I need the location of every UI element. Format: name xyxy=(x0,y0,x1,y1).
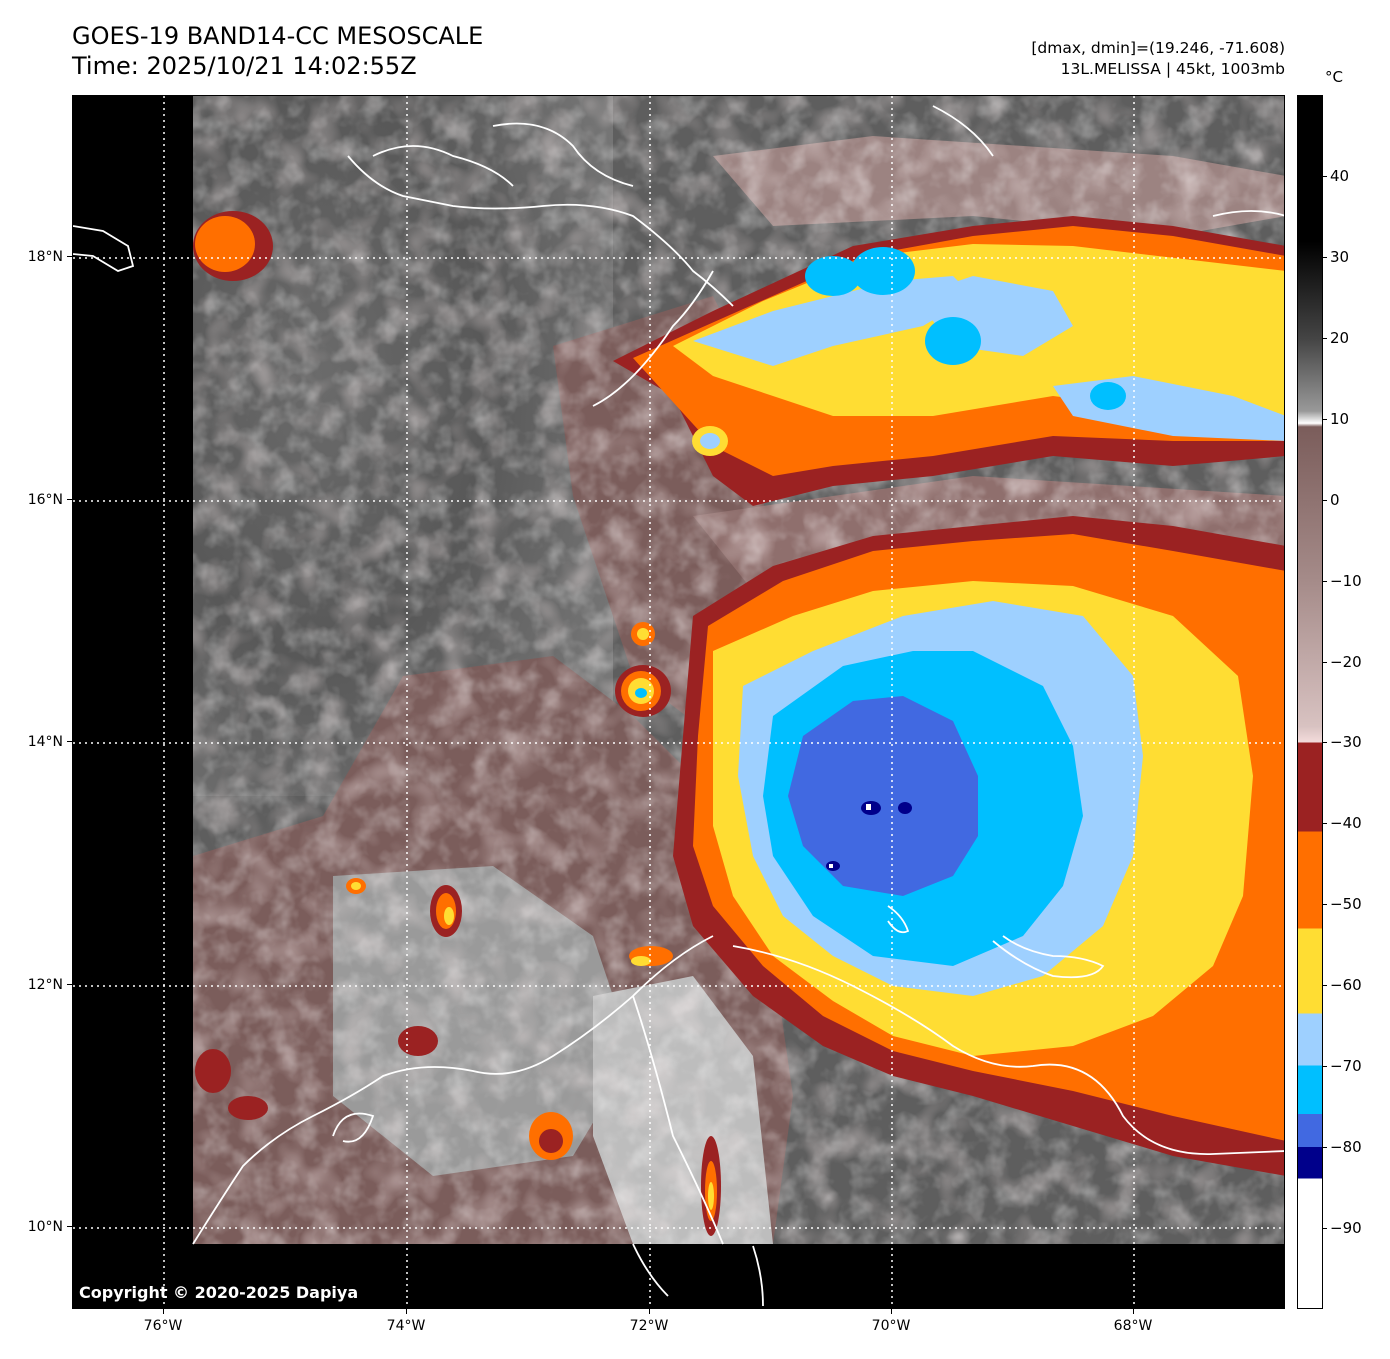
lon-label-72w: 72°W xyxy=(629,1318,669,1334)
colorbar-tick xyxy=(1323,1147,1327,1149)
colorbar-label: −80 xyxy=(1330,1138,1362,1157)
colorbar-tick xyxy=(1323,418,1327,420)
colorbar-tick xyxy=(1323,499,1327,501)
no-data-bottom xyxy=(73,1244,1284,1308)
lat-label-16n: 16°N xyxy=(27,492,63,508)
lat-label-18n: 18°N xyxy=(27,249,63,265)
hurricane-cloud-shield xyxy=(673,516,1284,1176)
colorbar-tick xyxy=(1323,1228,1327,1230)
colorbar-label: 10 xyxy=(1330,409,1350,428)
map-title: GOES-19 BAND14-CC MESOSCALE xyxy=(72,22,484,50)
northern-convective-band xyxy=(193,211,1284,506)
colorbar-label: −60 xyxy=(1330,976,1362,995)
lon-label-74w: 74°W xyxy=(386,1318,426,1334)
colorbar-label: −20 xyxy=(1330,652,1362,671)
lat-label-14n: 14°N xyxy=(27,734,63,750)
colorbar-tick xyxy=(1323,175,1327,177)
colorbar-label: −40 xyxy=(1330,814,1362,833)
satellite-map: Copyright © 2020-2025 Dapiya xyxy=(72,95,1285,1309)
satellite-imagery xyxy=(73,96,1284,1308)
colorbar-label: −50 xyxy=(1330,895,1362,914)
coastlines xyxy=(73,105,1284,1307)
copyright-notice: Copyright © 2020-2025 Dapiya xyxy=(79,1283,359,1302)
map-time: Time: 2025/10/21 14:02:55Z xyxy=(72,52,417,80)
colorbar-label: −10 xyxy=(1330,571,1362,590)
colorbar-tick xyxy=(1323,823,1327,825)
colorbar-tick xyxy=(1323,742,1327,744)
colorbar xyxy=(1297,95,1323,1309)
colorbar-tick xyxy=(1323,1066,1327,1068)
gridlines xyxy=(73,96,1284,1308)
lat-label-12n: 12°N xyxy=(27,977,63,993)
colorbar-label: 20 xyxy=(1330,328,1350,347)
colorbar-label: 30 xyxy=(1330,247,1350,266)
storm-info: 13L.MELISSA | 45kt, 1003mb xyxy=(1060,60,1285,78)
colorbar-tick xyxy=(1323,337,1327,339)
colorbar-unit: °C xyxy=(1325,68,1343,86)
lon-label-76w: 76°W xyxy=(143,1318,183,1334)
colorbar-gradient xyxy=(1298,96,1322,1308)
convective-cells xyxy=(195,622,721,1236)
colorbar-tick xyxy=(1323,661,1327,663)
colorbar-tick xyxy=(1323,256,1327,258)
data-range-info: [dmax, dmin]=(19.246, -71.608) xyxy=(1031,39,1285,57)
colorbar-label: −30 xyxy=(1330,733,1362,752)
colorbar-label: −70 xyxy=(1330,1057,1362,1076)
lon-label-70w: 70°W xyxy=(871,1318,911,1334)
colorbar-tick xyxy=(1323,904,1327,906)
colorbar-label: 40 xyxy=(1330,166,1350,185)
lon-label-68w: 68°W xyxy=(1113,1318,1153,1334)
colorbar-tick xyxy=(1323,985,1327,987)
lat-label-10n: 10°N xyxy=(27,1219,63,1235)
colorbar-label: −90 xyxy=(1330,1219,1362,1238)
colorbar-tick xyxy=(1323,580,1327,582)
colorbar-label: 0 xyxy=(1330,490,1340,509)
